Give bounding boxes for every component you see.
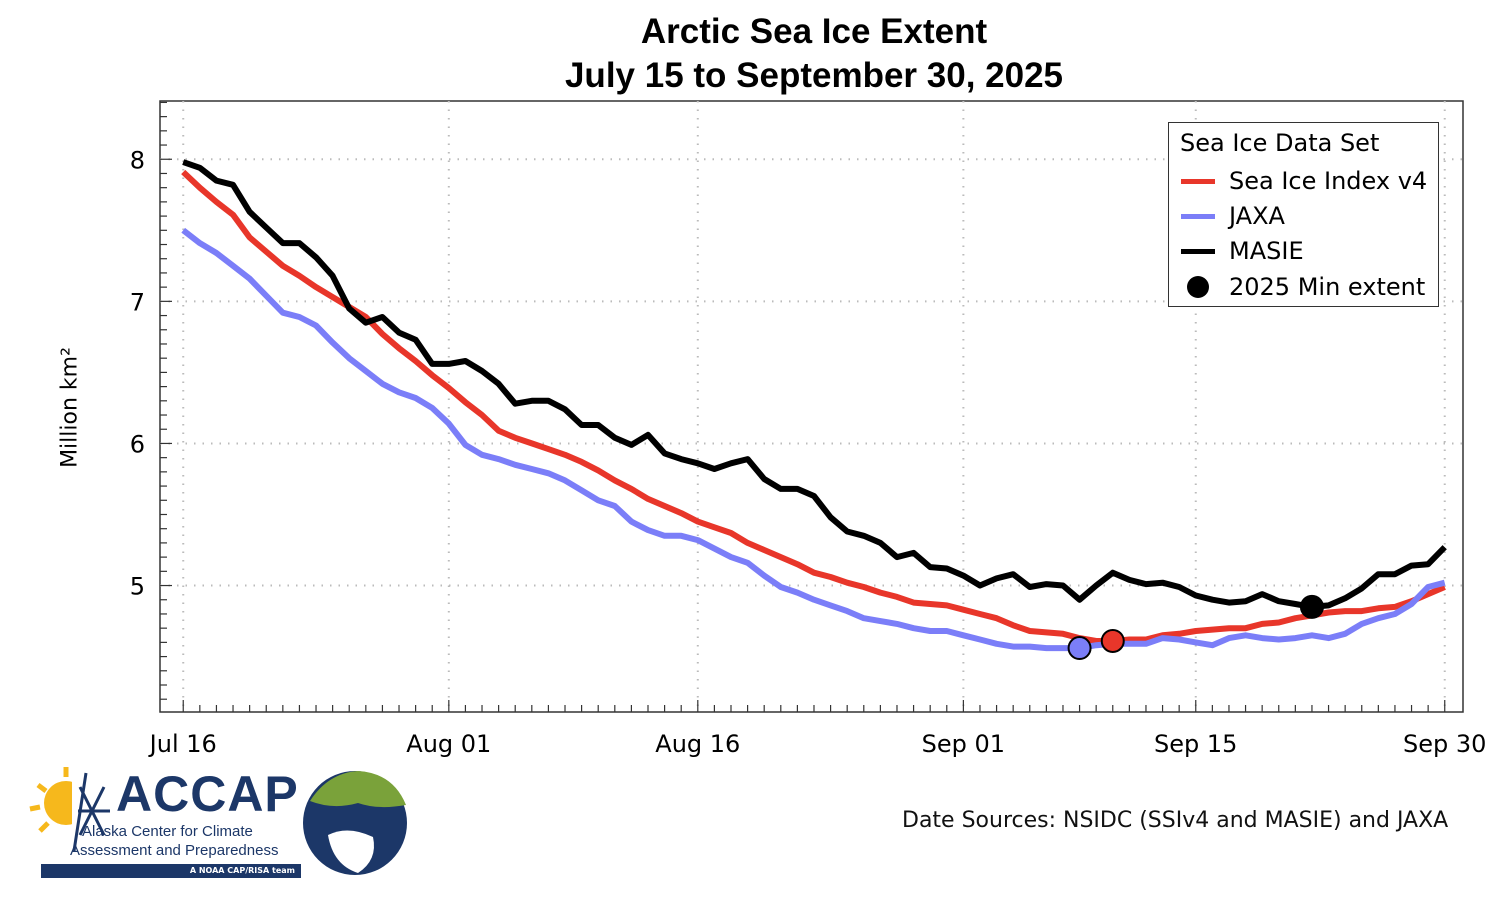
logo-tagline: A NOAA CAP/RISA team: [41, 864, 301, 878]
legend-item-masie: MASIE: [1181, 234, 1304, 268]
y-tick-label: 8: [130, 146, 145, 174]
logo-name: ACCAP: [116, 766, 299, 822]
legend-label: 2025 Min extent: [1229, 273, 1426, 301]
chart-title: Arctic Sea Ice Extent: [640, 12, 988, 51]
y-tick-label: 5: [130, 573, 145, 601]
series-line-masie: [182, 159, 1447, 610]
legend-label: MASIE: [1229, 237, 1304, 265]
legend: Sea Ice Data Set Sea Ice Index v4 JAXA M…: [1168, 122, 1439, 307]
x-tick-label: Aug 01: [406, 730, 491, 758]
min-extent-marker-masie: [1299, 594, 1324, 619]
legend-swatch: [1181, 178, 1215, 184]
min-extent-marker-jaxa: [1067, 636, 1092, 661]
legend-title: Sea Ice Data Set: [1180, 129, 1380, 157]
logo-graphic-icon: [29, 767, 407, 875]
legend-label: Sea Ice Index v4: [1229, 167, 1428, 195]
accap-logo: ACCAP Alaska Center for Climate Assessme…: [28, 765, 418, 885]
legend-item-sea-ice-index: Sea Ice Index v4: [1181, 164, 1427, 198]
legend-dot-icon: [1187, 276, 1209, 298]
series-line-sea-ice-index-v4: [181, 169, 1446, 644]
plot-frame: [159, 100, 1464, 713]
y-tick-label: 7: [130, 288, 145, 316]
logo-line-2: Assessment and Preparedness: [70, 842, 279, 859]
legend-item-jaxa: JAXA: [1181, 199, 1285, 233]
data-source-note: Date Sources: NSIDC (SSIv4 and MASIE) an…: [902, 808, 1449, 833]
series-line-jaxa: [181, 227, 1446, 652]
legend-swatch: [1181, 213, 1215, 219]
x-tick-label: Sep 01: [922, 730, 1005, 758]
min-extent-marker-sea-ice-index-v4: [1100, 628, 1125, 653]
y-tick-label: 6: [130, 430, 145, 458]
legend-item-min-extent: 2025 Min extent: [1181, 270, 1425, 304]
y-axis-label: Million km²: [57, 347, 83, 468]
legend-label: JAXA: [1229, 202, 1285, 230]
x-tick-label: Sep 30: [1403, 730, 1486, 758]
x-tick-label: Sep 15: [1154, 730, 1237, 758]
chart-subtitle: July 15 to September 30, 2025: [564, 56, 1064, 95]
x-tick-label: Aug 16: [655, 730, 740, 758]
x-tick-label: Jul 16: [148, 730, 217, 758]
logo-line-1: Alaska Center for Climate: [82, 823, 253, 840]
legend-swatch: [1181, 248, 1215, 254]
